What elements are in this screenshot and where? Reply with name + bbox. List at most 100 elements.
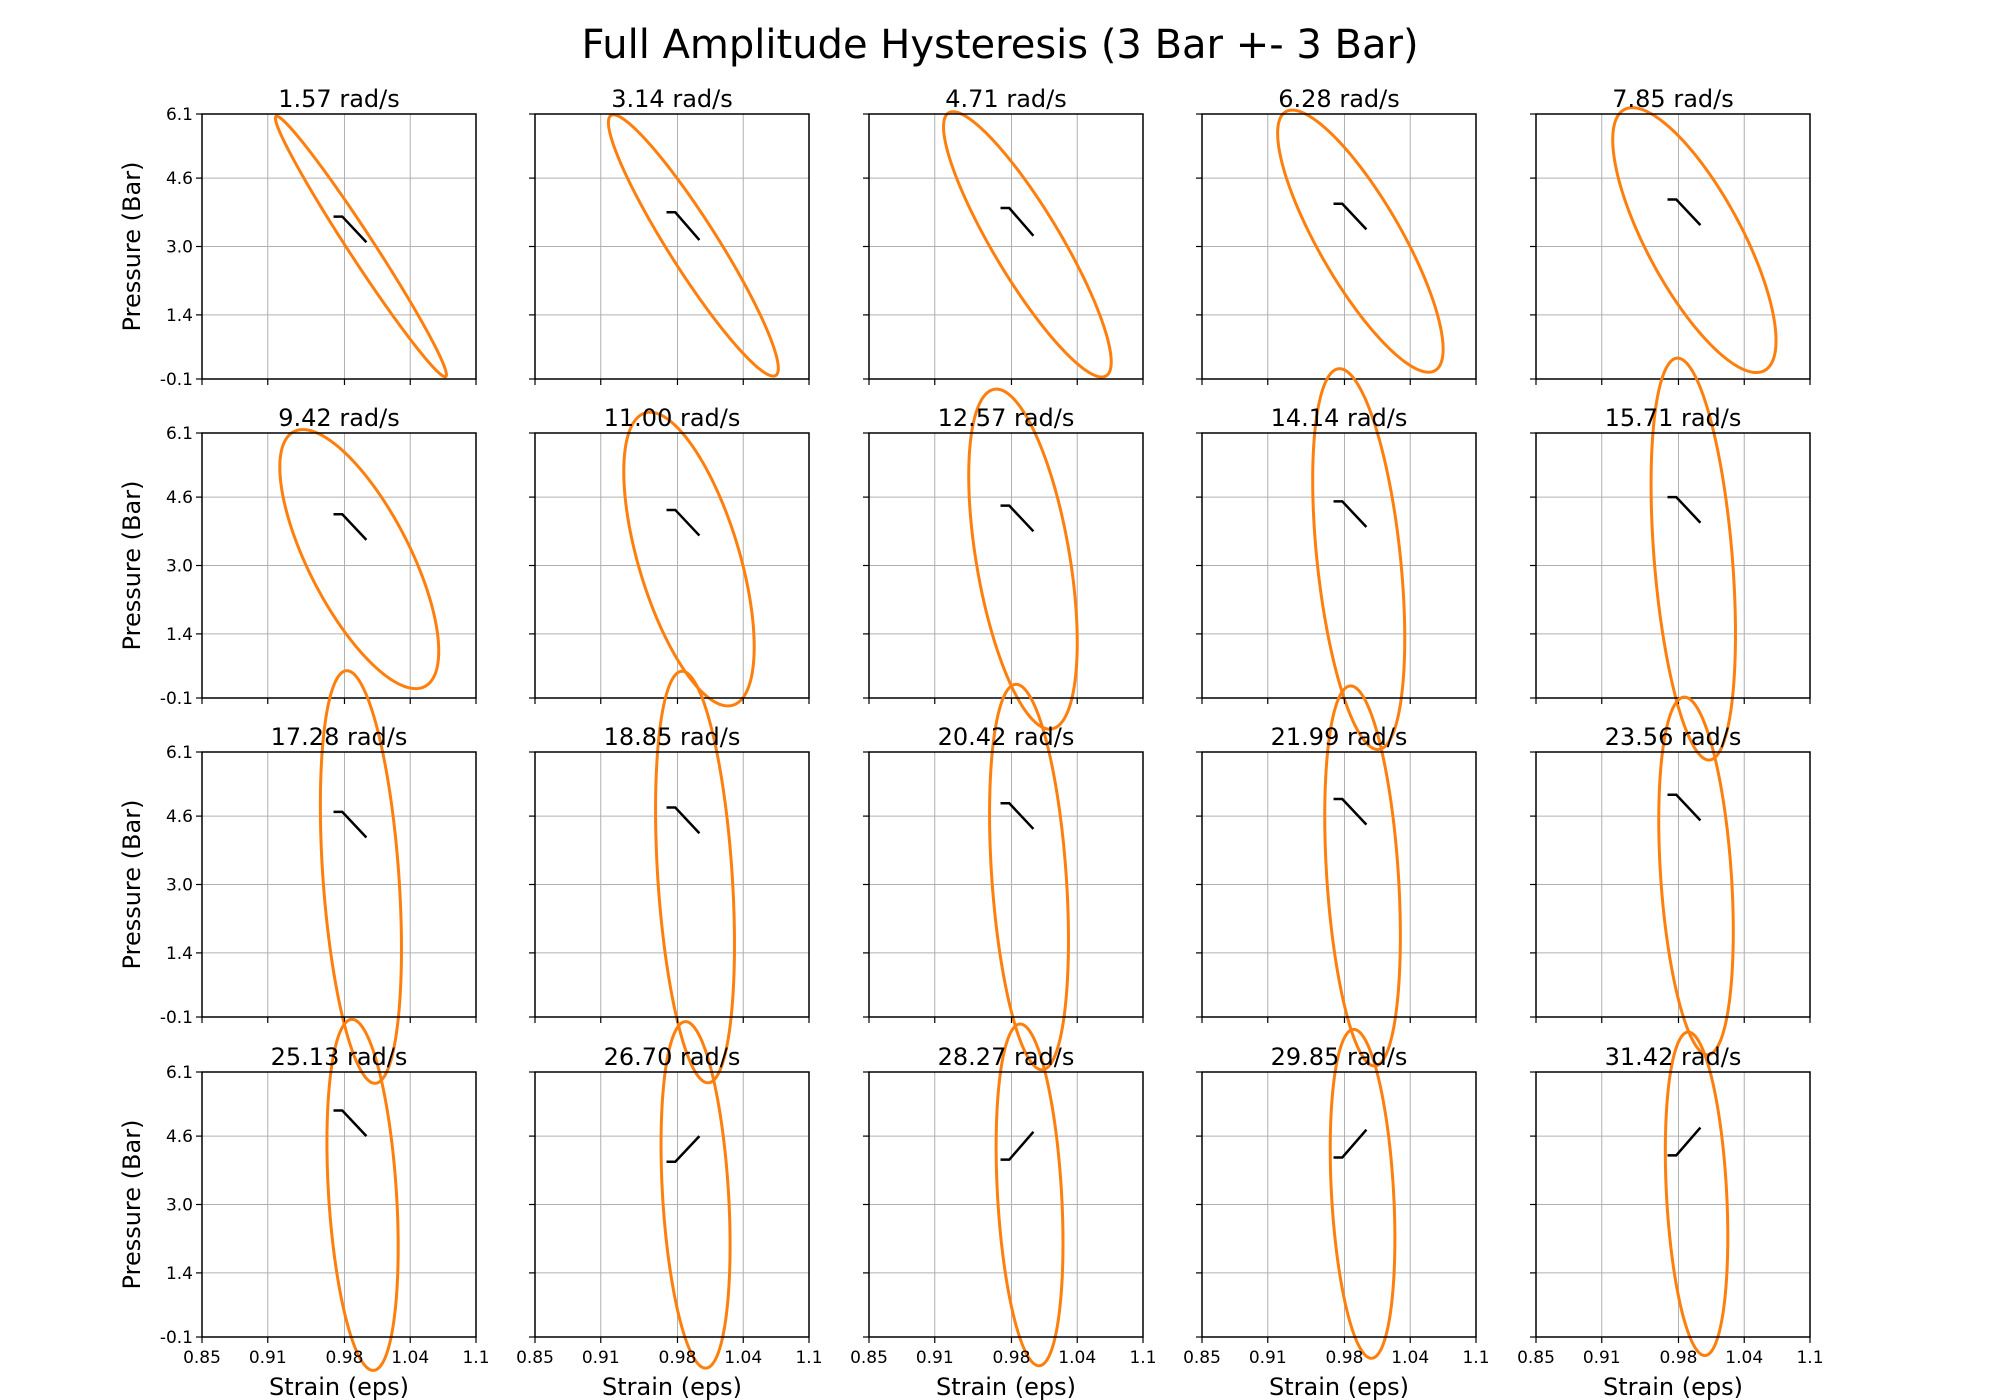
x-tick-label: 1.1 (795, 1348, 822, 1368)
subplot-grid: -0.1 1.4 3.0 4.6 6.1 1.57 rad/s Pressure (Bar)… (118, 85, 1824, 1400)
subplot: 6.28 rad/s (1196, 85, 1477, 385)
y-axis-label: Pressure (Bar) (118, 1120, 146, 1290)
y-axis-label: Pressure (Bar) (118, 800, 146, 970)
subplot-title: 29.85 rad/s (1271, 1043, 1408, 1071)
x-tick-label: 0.91 (1249, 1348, 1287, 1368)
y-tick-label: 4.6 (166, 807, 193, 827)
hysteresis-loop (994, 1022, 1065, 1368)
y-tick-label: 3.0 (166, 557, 193, 577)
transient-trace (333, 215, 368, 244)
y-tick-label: -0.1 (160, 689, 193, 709)
y-axis-label: Pressure (Bar) (118, 162, 146, 332)
subplot: 7.85 rad/s (1530, 85, 1811, 385)
subplot-title: 23.56 rad/s (1605, 723, 1742, 751)
transient-trace (1000, 802, 1035, 830)
subplot: 20.42 rad/s (863, 682, 1144, 1072)
hysteresis-loop (659, 1020, 732, 1370)
x-tick-label: 1.1 (1129, 1348, 1156, 1368)
transient-trace (666, 806, 701, 835)
x-tick-label: 0.98 (1326, 1348, 1364, 1368)
x-tick-label: 1.04 (1058, 1348, 1096, 1368)
subplot: 0.85 0.91 0.98 1.04 1.1 28.27 rad/s Strain (ep… (850, 1022, 1157, 1400)
hysteresis-loop (1323, 684, 1402, 1068)
transient-trace (1333, 1128, 1368, 1159)
y-tick-label: 4.6 (166, 169, 193, 189)
x-tick-label: 0.85 (850, 1348, 888, 1368)
transient-trace (666, 211, 701, 241)
transient-trace (666, 1135, 701, 1164)
hysteresis-loop (967, 387, 1079, 731)
hysteresis-loop (622, 410, 756, 708)
hysteresis-loop (325, 1017, 400, 1372)
transient-trace (666, 508, 701, 537)
hysteresis-loop (988, 682, 1070, 1072)
y-tick-label: 6.1 (166, 1063, 193, 1083)
subplot: 23.56 rad/s (1530, 695, 1811, 1057)
y-tick-label: 1.4 (166, 944, 193, 964)
subplot: -0.1 1.4 3.0 4.6 6.1 9.42 rad/s Pressure (Bar) (118, 404, 477, 709)
x-tick-label: 1.04 (1725, 1348, 1763, 1368)
subplot-title: 15.71 rad/s (1605, 404, 1742, 432)
subplot-title: 1.57 rad/s (278, 85, 399, 113)
x-axis-label: Strain (eps) (1603, 1373, 1743, 1400)
hysteresis-loop (1663, 1030, 1730, 1358)
subplot: -0.1 1.4 3.0 4.6 6.1 1.57 rad/s Pressure (Bar) (118, 85, 477, 390)
transient-trace (1000, 206, 1035, 237)
y-tick-label: 4.6 (166, 1127, 193, 1147)
x-tick-label: 1.04 (724, 1348, 762, 1368)
transient-trace (1667, 198, 1702, 226)
subplot-title: 3.14 rad/s (611, 85, 732, 113)
y-tick-label: 3.0 (166, 876, 193, 896)
hysteresis-loop (1328, 1027, 1397, 1360)
x-tick-label: 1.04 (1391, 1348, 1429, 1368)
subplot: 14.14 rad/s (1196, 367, 1477, 751)
subplot: 0.85 0.91 0.98 1.04 1.1 26.70 rad/s Strain (ep… (516, 1020, 823, 1400)
x-tick-label: 0.98 (326, 1348, 364, 1368)
subplot: 18.85 rad/s (529, 669, 810, 1085)
y-tick-label: -0.1 (160, 1328, 193, 1348)
x-tick-label: 0.85 (1517, 1348, 1555, 1368)
subplot-title: 12.57 rad/s (938, 404, 1075, 432)
x-tick-label: 1.1 (1796, 1348, 1823, 1368)
hysteresis-loop (1657, 695, 1735, 1057)
hysteresis-loop (278, 428, 441, 691)
x-tick-label: 0.98 (993, 1348, 1031, 1368)
transient-trace (333, 1109, 368, 1137)
subplot-title: 9.42 rad/s (278, 404, 399, 432)
transient-trace (333, 512, 368, 541)
subplot-title: 20.42 rad/s (938, 723, 1075, 751)
subplot-title: 11.00 rad/s (604, 404, 741, 432)
subplot: 21.99 rad/s (1196, 684, 1477, 1068)
x-axis-label: Strain (eps) (269, 1373, 409, 1400)
x-tick-label: 0.91 (916, 1348, 954, 1368)
transient-trace (1667, 793, 1702, 822)
hysteresis-loop (1611, 106, 1778, 375)
y-tick-label: -0.1 (160, 370, 193, 390)
x-tick-label: 0.91 (1583, 1348, 1621, 1368)
subplot-title: 17.28 rad/s (271, 723, 408, 751)
y-tick-label: 1.4 (166, 306, 193, 326)
subplot-title: 21.99 rad/s (1271, 723, 1408, 751)
subplot: 15.71 rad/s (1530, 356, 1811, 762)
y-tick-label: 1.4 (166, 625, 193, 645)
y-tick-label: 4.6 (166, 488, 193, 508)
x-axis-label: Strain (eps) (936, 1373, 1076, 1400)
hysteresis-loop (606, 113, 780, 378)
transient-trace (1000, 1131, 1035, 1161)
subplot-title: 7.85 rad/s (1612, 85, 1733, 113)
x-tick-label: 1.04 (391, 1348, 429, 1368)
x-tick-label: 0.85 (1183, 1348, 1221, 1368)
subplot-title: 28.27 rad/s (938, 1043, 1075, 1071)
y-tick-label: -0.1 (160, 1008, 193, 1028)
hysteresis-loop (273, 114, 448, 379)
subplot-title: 31.42 rad/s (1605, 1043, 1742, 1071)
x-tick-label: 1.1 (462, 1348, 489, 1368)
y-tick-label: 1.4 (166, 1264, 193, 1284)
y-tick-label: 3.0 (166, 1196, 193, 1216)
subplot: 0.85 0.91 0.98 1.04 1.1 29.85 rad/s Strain (ep… (1183, 1027, 1490, 1400)
transient-trace (1333, 500, 1368, 528)
transient-trace (1333, 202, 1368, 231)
subplot: 11.00 rad/s (529, 404, 810, 708)
x-axis-label: Strain (eps) (1269, 1373, 1409, 1400)
